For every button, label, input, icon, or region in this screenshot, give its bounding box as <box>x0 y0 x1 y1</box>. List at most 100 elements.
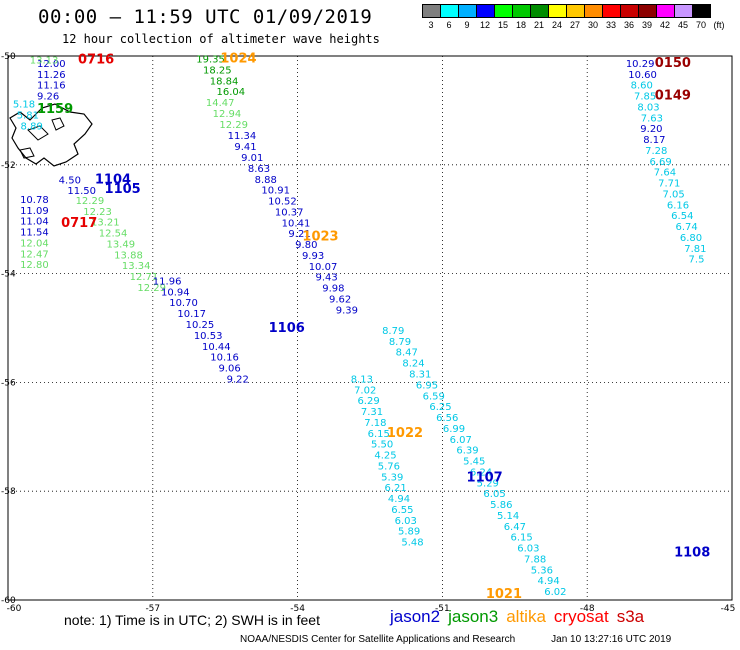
legend-label: 45 <box>677 20 688 30</box>
wave-height-value: 8.03 <box>637 102 659 113</box>
wave-height-value: 6.95 <box>416 380 438 391</box>
wave-height-value: 8.17 <box>643 135 665 146</box>
timestamp: Jan 10 13:27:16 UTC 2019 <box>551 634 672 645</box>
wave-height-value: 13.21 <box>91 218 120 229</box>
wave-height-value: 13.49 <box>106 239 135 250</box>
pass-time-label: 1106 <box>269 321 305 336</box>
wave-height-value: 5.36 <box>531 565 553 576</box>
wave-height-value: 10.70 <box>169 298 198 309</box>
y-tick-label: -60 <box>1 596 16 606</box>
wave-height-value: 4.94 <box>388 494 410 505</box>
wave-height-value: 9.80 <box>295 240 317 251</box>
wave-height-value: 6.74 <box>676 222 698 233</box>
wave-height-value: 6.47 <box>504 522 526 533</box>
wave-height-value: 9.26 <box>37 92 59 103</box>
wave-height-value: 8.60 <box>631 81 653 92</box>
wave-height-value: 18.25 <box>203 65 232 76</box>
credit-line: NOAA/NESDIS Center for Satellite Applica… <box>240 634 671 645</box>
wave-height-value: 12.47 <box>20 249 49 260</box>
wave-height-value: 8.79 <box>389 337 411 348</box>
wave-height-value: 6.80 <box>680 233 702 244</box>
wave-height-value: 11.26 <box>37 70 66 81</box>
wave-height-value: 8.88 <box>255 175 277 186</box>
axis-labels: -60 -57 -54 -51 -48 -45 -50 -52 -54 -56 -58 -60 <box>1 52 735 614</box>
wave-height-value: 6.05 <box>483 489 505 500</box>
wave-height-value: 12.29 <box>219 120 248 131</box>
wave-height-value: 5.48 <box>401 538 423 549</box>
pass-time-label: 1022 <box>387 426 423 441</box>
y-tick-label: -54 <box>1 270 16 280</box>
wave-height-value: 6.69 <box>649 157 671 168</box>
wave-height-value: 4.25 <box>374 451 396 462</box>
wave-height-value: 13.88 <box>114 250 143 261</box>
chart-title: 00:00 – 11:59 UTC 01/09/2019 <box>38 6 373 28</box>
wave-height-value: 6.99 <box>443 424 465 435</box>
wave-height-value: 10.44 <box>202 342 231 353</box>
wave-height-value: 9.41 <box>234 142 256 153</box>
legend-label: 24 <box>551 20 562 30</box>
wave-height-value: 6.24 <box>470 467 492 478</box>
legend-swatch <box>692 4 711 18</box>
y-tick-label: -50 <box>1 52 16 62</box>
credit-text: NOAA/NESDIS Center for Satellite Applica… <box>240 634 516 645</box>
wave-height-value: 13.34 <box>122 261 151 272</box>
wave-height-value: 10.94 <box>161 287 190 298</box>
pass-time-label: 1021 <box>486 587 522 602</box>
wave-height-value: 9.20 <box>640 124 662 135</box>
pass-time-label: 1159 <box>37 102 73 117</box>
wave-height-value: 7.81 <box>684 244 706 255</box>
wave-height-value: 12.29 <box>137 283 166 294</box>
wave-height-value: 6.25 <box>429 402 451 413</box>
wave-height-value: 5.14 <box>497 511 519 522</box>
wave-height-value: 9.01 <box>241 153 263 164</box>
wave-height-value: 9.98 <box>322 284 344 295</box>
wave-height-value: 8.24 <box>402 359 424 370</box>
wave-height-value: 9.22 <box>227 374 249 385</box>
wave-height-value: 12.29 <box>76 196 105 207</box>
wave-height-value: 5.89 <box>398 527 420 538</box>
color-legend-labels: 3 6 9 12 15 18 21 24 27 30 33 36 39 42 45 70 (ft) <box>422 20 728 30</box>
wave-height-value: 7.02 <box>354 385 376 396</box>
wave-height-value: 18.84 <box>210 76 239 87</box>
wave-height-value: 10.25 <box>186 320 215 331</box>
graticule <box>7 55 733 601</box>
wave-height-value: 10.17 <box>177 309 206 320</box>
x-tick-label: -54 <box>290 604 305 614</box>
satellite-jason3: jason3 <box>448 607 499 626</box>
satellite-jason2: jason2 <box>390 607 441 626</box>
x-tick-label: -51 <box>435 604 450 614</box>
wave-height-value: 8.13 <box>351 374 373 385</box>
wave-height-value: 12.00 <box>37 59 66 70</box>
color-legend <box>422 4 711 18</box>
wave-height-value: 6.03 <box>517 544 539 555</box>
pass-time-label: 0150 <box>655 56 691 71</box>
legend-label: 9 <box>464 20 470 30</box>
wave-height-value: 6.39 <box>456 446 478 457</box>
wave-height-value: 12.54 <box>99 229 128 240</box>
wave-height-value: 12.94 <box>213 109 242 120</box>
wave-height-value: 5.29 <box>477 478 499 489</box>
wave-height-value: 8.47 <box>396 348 418 359</box>
legend-label: 15 <box>497 20 508 30</box>
wave-height-value: 6.59 <box>423 391 445 402</box>
wave-height-value: 11.54 <box>20 228 49 239</box>
wave-height-value: 7.05 <box>662 189 684 200</box>
legend-label: 21 <box>533 20 544 30</box>
wave-height-value: 12.80 <box>20 260 49 271</box>
wave-height-value: 7.28 <box>645 146 667 157</box>
wave-height-value: 5.50 <box>371 440 393 451</box>
wave-height-value: 11.34 <box>228 131 257 142</box>
pass-time-label: 1107 <box>467 470 503 485</box>
wave-height-value: 11.50 <box>67 186 96 197</box>
wave-height-value: 7.18 <box>364 418 386 429</box>
wave-height-value: 6.16 <box>667 200 689 211</box>
wave-height-value: 10.41 <box>282 218 311 229</box>
wave-height-value: 7.31 <box>361 407 383 418</box>
wave-height-value: 4.50 <box>59 175 81 186</box>
legend-label: 70 <box>695 20 706 30</box>
wave-height-value: 8.63 <box>248 164 270 175</box>
x-tick-label: -57 <box>145 604 160 614</box>
pass-time-label: 0717 <box>61 216 97 231</box>
